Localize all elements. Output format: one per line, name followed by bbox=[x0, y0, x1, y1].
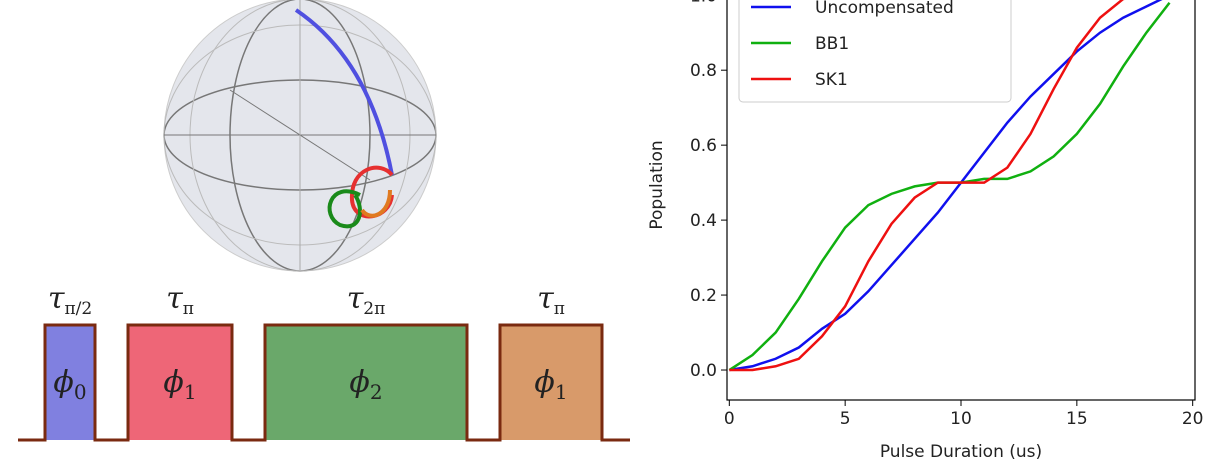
symbol: ϕ bbox=[163, 365, 183, 400]
subscript: 0 bbox=[74, 380, 87, 404]
symbol: τ bbox=[537, 281, 554, 316]
subscript: π/2 bbox=[64, 299, 92, 319]
population-chart: 0 5 10 15 20 0.0 0.2 0.4 0.6 0.8 1.0 Pulse Duration… bbox=[647, 0, 1204, 462]
legend-label: SK1 bbox=[815, 70, 848, 90]
x-tick-label: 20 bbox=[1182, 409, 1204, 429]
x-tick-label: 10 bbox=[950, 409, 972, 429]
y-tick-label: 0.6 bbox=[690, 136, 717, 156]
subscript: π bbox=[183, 299, 194, 319]
x-tick-label: 15 bbox=[1066, 409, 1088, 429]
subscript: 1 bbox=[184, 380, 197, 404]
y-tick-label: 1.0 bbox=[690, 0, 717, 6]
y-tick-label: 0.8 bbox=[690, 61, 717, 81]
legend-label: BB1 bbox=[815, 34, 849, 54]
subscript: 2 bbox=[370, 380, 383, 404]
figure: τπ/2ϕ0τπϕ1τ2πϕ2τπϕ1 051015200.00.20.40.6… bbox=[0, 0, 1229, 466]
pulse-duration: τ2π bbox=[347, 281, 386, 319]
pulse-duration: τπ/2 bbox=[48, 281, 92, 319]
pulse-duration: τπ bbox=[537, 281, 565, 319]
y-tick-label: 0.2 bbox=[690, 286, 717, 306]
symbol: τ bbox=[48, 281, 65, 316]
subscript: π bbox=[554, 299, 565, 319]
x-tick-label: 5 bbox=[840, 409, 851, 429]
pulse-duration: τπ bbox=[166, 281, 194, 319]
bloch-sphere bbox=[164, 0, 436, 271]
subscript: 2π bbox=[363, 299, 385, 319]
subscript: 1 bbox=[555, 380, 568, 404]
y-axis-label: Population bbox=[647, 140, 667, 229]
symbol: ϕ bbox=[53, 365, 73, 400]
symbol: ϕ bbox=[534, 365, 554, 400]
y-tick-label: 0.4 bbox=[690, 211, 717, 231]
x-tick-label: 0 bbox=[724, 409, 735, 429]
symbol: ϕ bbox=[349, 365, 369, 400]
legend-label: Uncompensated bbox=[815, 0, 954, 18]
symbol: τ bbox=[166, 281, 183, 316]
symbol: τ bbox=[347, 281, 364, 316]
y-tick-label: 0.0 bbox=[690, 361, 717, 381]
x-axis-label: Pulse Duration (us) bbox=[880, 442, 1042, 462]
